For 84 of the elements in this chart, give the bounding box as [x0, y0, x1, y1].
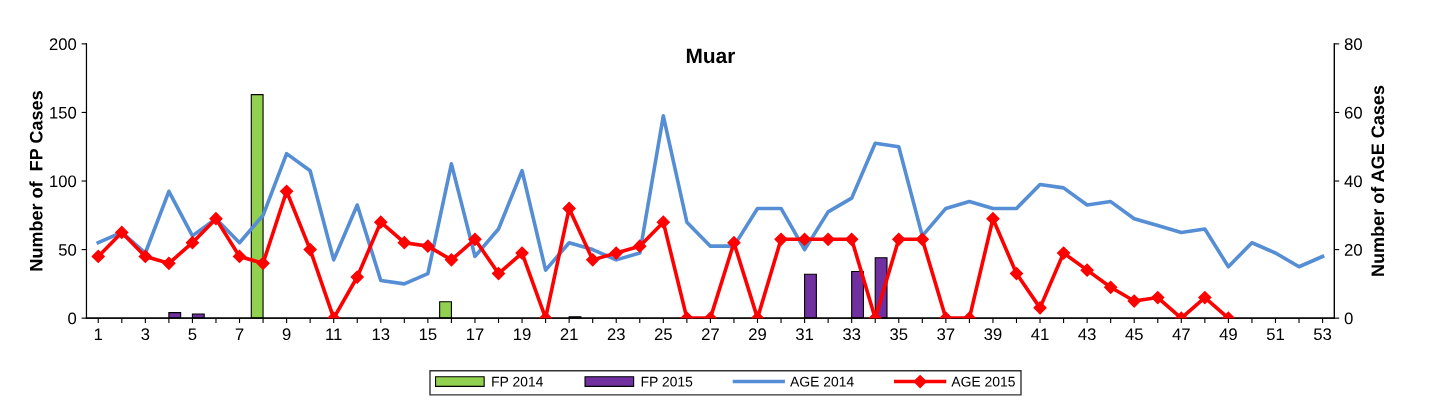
- point: [162, 256, 176, 270]
- point: [397, 236, 411, 250]
- x-tick-label: 21: [560, 328, 578, 340]
- x-tick-label: 17: [466, 328, 484, 340]
- chart-title: Muar: [686, 48, 735, 64]
- x-tick-label: 3: [141, 328, 150, 341]
- legend-label: AGE 2015: [951, 376, 1015, 387]
- point: [280, 184, 294, 198]
- point: [1056, 246, 1071, 260]
- y2-axis-title: Number of AGE Cases: [1370, 85, 1385, 276]
- y2-tick-label: 80: [1344, 38, 1362, 51]
- point: [350, 270, 364, 284]
- point: [892, 232, 906, 246]
- x-tick-label: 9: [282, 328, 291, 341]
- point: [256, 256, 270, 270]
- point: [115, 225, 129, 240]
- line-series: [96, 114, 1325, 286]
- x-tick-label: 27: [701, 328, 719, 340]
- x-tick-label: 1: [94, 328, 103, 340]
- x-tick-label: 13: [372, 328, 390, 341]
- point: [774, 232, 788, 246]
- point: [727, 236, 741, 250]
- point: [1033, 301, 1047, 315]
- point: [1127, 294, 1141, 308]
- x-tick-label: 23: [607, 328, 625, 341]
- point: [1104, 280, 1118, 294]
- point: [845, 232, 859, 246]
- point: [444, 253, 459, 267]
- x-tick-label: 35: [890, 328, 908, 341]
- x-tick-label: 19: [514, 328, 531, 341]
- legend-label: AGE 2014: [790, 376, 854, 387]
- x-tick-label: 45: [1125, 328, 1143, 341]
- point: [91, 249, 105, 264]
- x-tick-label: 7: [235, 328, 244, 340]
- x-tick-label: 37: [937, 328, 955, 341]
- point: [633, 239, 647, 253]
- x-tick-label: 33: [843, 328, 861, 341]
- y2-tick-label: 40: [1344, 175, 1362, 188]
- point: [1198, 291, 1212, 305]
- y-tick-label: 0: [68, 312, 77, 325]
- x-tick-label: 11: [326, 328, 342, 340]
- point: [138, 249, 152, 264]
- x-tick-label: 53: [1313, 328, 1332, 341]
- point: [656, 215, 670, 229]
- point: [915, 232, 929, 246]
- x-tick-label: 51: [1266, 328, 1284, 341]
- point: [232, 249, 247, 264]
- y-tick-label: 200: [49, 38, 77, 51]
- x-tick-label: 41: [1031, 328, 1049, 340]
- point: [209, 212, 223, 226]
- point: [562, 201, 576, 216]
- point: [374, 215, 388, 229]
- point: [468, 232, 482, 246]
- y-axis-title: Number of FP Cases: [29, 91, 43, 271]
- point: [1009, 266, 1024, 281]
- point: [185, 236, 200, 250]
- x-tick-label: 43: [1078, 328, 1096, 341]
- y2-tick-label: 0: [1344, 312, 1353, 325]
- point: [1080, 263, 1094, 277]
- point: [491, 266, 506, 281]
- x-tick-label: 25: [654, 328, 672, 341]
- point: [821, 232, 835, 246]
- point: [515, 246, 529, 260]
- x-tick-label: 5: [188, 328, 197, 341]
- point: [1151, 291, 1165, 305]
- y-tick-label: 150: [50, 106, 77, 119]
- x-tick-label: 47: [1172, 328, 1190, 340]
- point: [797, 232, 812, 246]
- legend-label: FP 2015: [641, 376, 693, 387]
- y2-tick-label: 60: [1344, 106, 1362, 119]
- x-tick-label: 39: [984, 328, 1002, 341]
- y-tick-label: 100: [50, 175, 77, 188]
- point: [421, 239, 435, 253]
- point: [609, 246, 623, 260]
- x-tick-label: 15: [419, 328, 437, 341]
- x-tick-label: 49: [1219, 328, 1237, 341]
- y2-tick-label: 20: [1344, 243, 1362, 256]
- x-tick-label: 31: [795, 328, 814, 341]
- point: [303, 242, 317, 257]
- y-tick-label: 50: [58, 243, 77, 256]
- point: [586, 253, 600, 267]
- x-tick-label: 29: [749, 328, 766, 341]
- legend-label: FP 2014: [492, 376, 543, 387]
- point: [986, 212, 1000, 226]
